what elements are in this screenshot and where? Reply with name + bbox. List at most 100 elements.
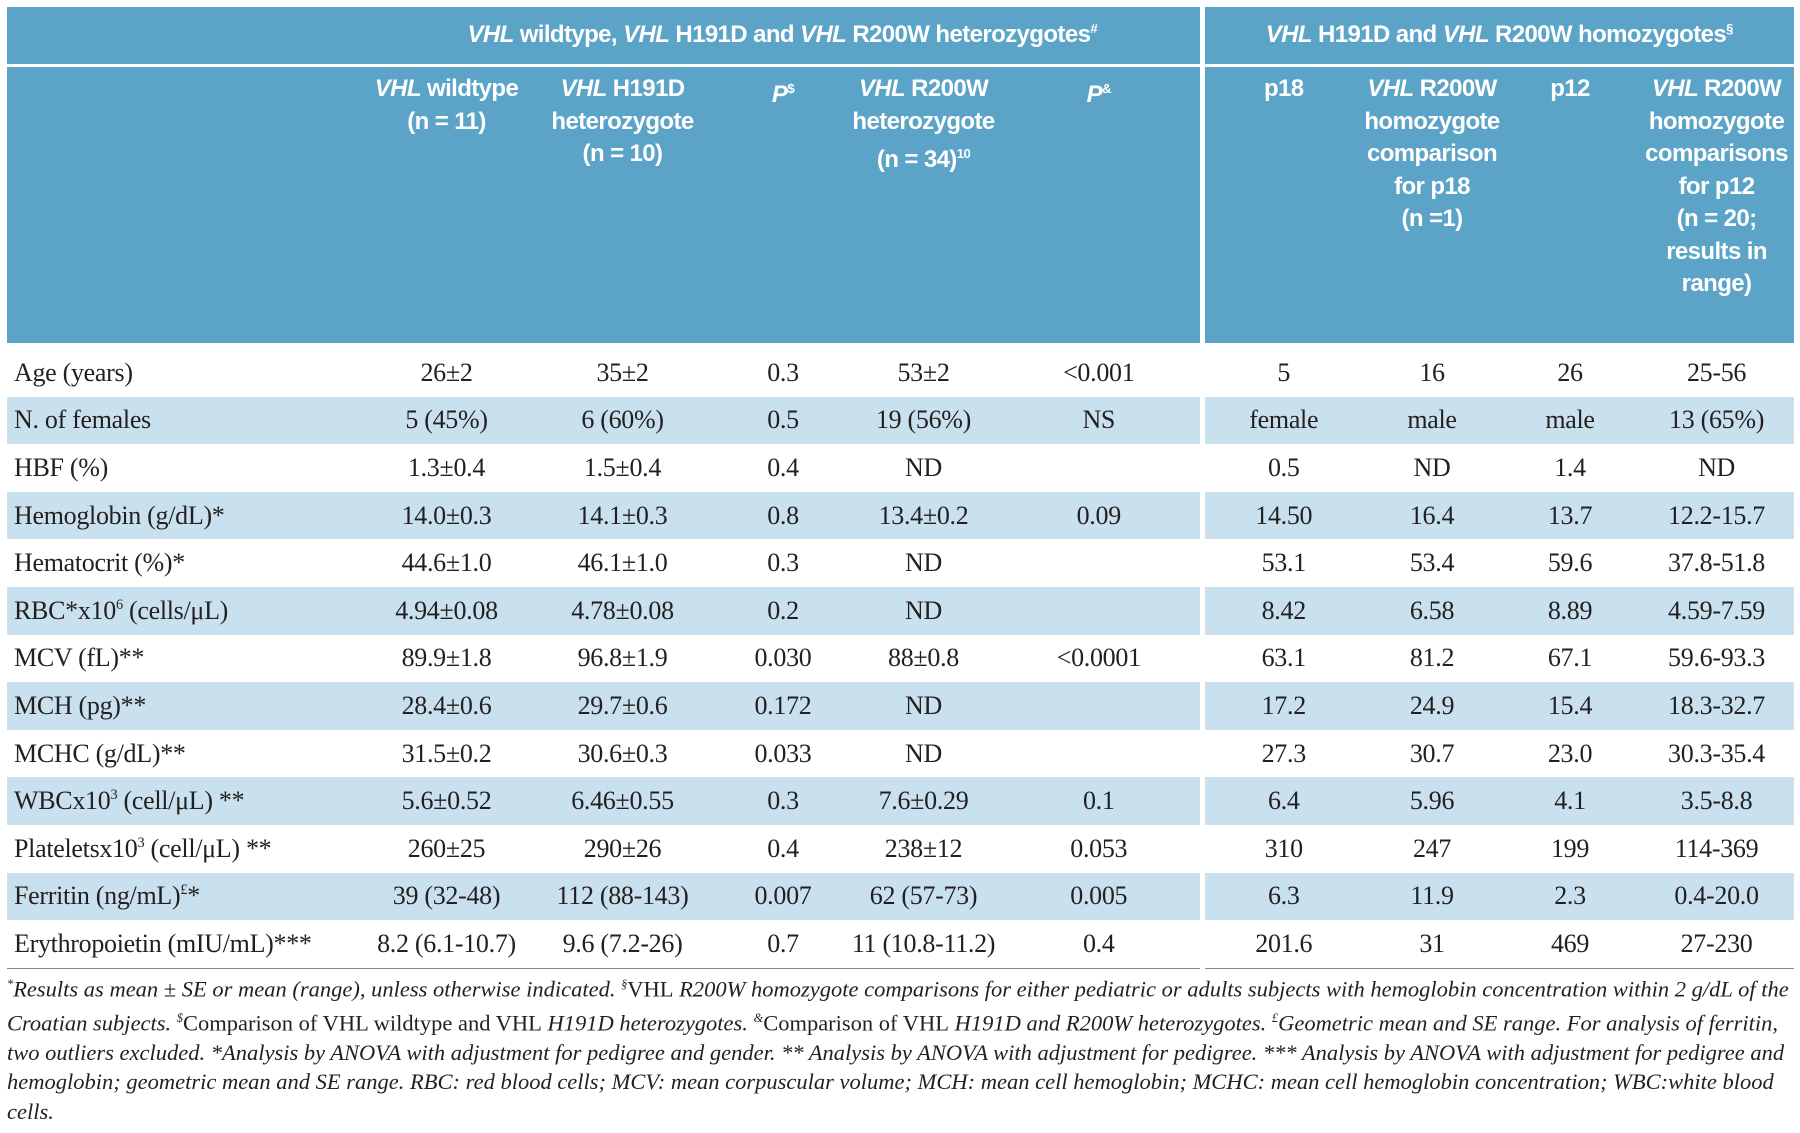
cell: 53.1 bbox=[1199, 539, 1364, 587]
text: 18.3-32.7 bbox=[1668, 690, 1766, 720]
cell: 9.6 (7.2-26) bbox=[528, 920, 717, 969]
text: R200W homozygote comparisons for either … bbox=[7, 976, 1789, 1036]
text: 112 (88-143) bbox=[556, 881, 689, 911]
text: comparisons bbox=[1645, 140, 1788, 167]
cell: 4.94±0.08 bbox=[365, 586, 528, 635]
text: N. of females bbox=[14, 405, 151, 435]
text: p18 bbox=[1263, 75, 1304, 102]
text: 27.3 bbox=[1261, 738, 1307, 768]
text: * bbox=[7, 977, 14, 991]
text: 0.007 bbox=[754, 881, 812, 911]
row-label: WBCx103 (cell/μL) ** bbox=[7, 777, 365, 825]
text: 30.3-35.4 bbox=[1668, 738, 1766, 768]
text: 4.78±0.08 bbox=[571, 595, 674, 625]
cell: 30.3-35.4 bbox=[1639, 730, 1794, 778]
text: 23.0 bbox=[1547, 738, 1593, 768]
cell: 19 (56%) bbox=[849, 396, 998, 445]
cell: 8.42 bbox=[1199, 586, 1364, 635]
text: 310 bbox=[1264, 833, 1303, 863]
table-row: MCH (pg)** 28.4±0.6 29.7±0.6 0.172 ND 17.2 24.… bbox=[7, 682, 1795, 730]
cell: 14.0±0.3 bbox=[365, 491, 528, 540]
text: male bbox=[1407, 405, 1457, 435]
header-line: VHL H191D bbox=[528, 73, 717, 106]
text: 5.96 bbox=[1409, 786, 1455, 816]
cell: male bbox=[1363, 396, 1502, 445]
text: 14.50 bbox=[1255, 500, 1313, 530]
text: (cell/μL) ** bbox=[117, 786, 245, 816]
cell: 16.4 bbox=[1363, 491, 1502, 540]
text: HBF (%) bbox=[14, 452, 108, 482]
text: 114-369 bbox=[1674, 833, 1759, 863]
text: VHL bbox=[560, 75, 608, 102]
cell bbox=[998, 539, 1202, 587]
cell: ND bbox=[1363, 444, 1501, 492]
row-label: HBF (%) bbox=[7, 444, 365, 492]
cell: 0.1 bbox=[998, 777, 1203, 825]
table-row: WBCx103 (cell/μL) ** 5.6±0.52 6.46±0.55 0.3… bbox=[7, 777, 1795, 825]
cell: 0.09 bbox=[998, 491, 1203, 540]
cell: 6.46±0.55 bbox=[528, 777, 717, 825]
column-header: VHL R200W homozygote comparison for p18 (n =… bbox=[1363, 65, 1502, 343]
text: 0.053 bbox=[1070, 833, 1128, 863]
cell: 5.96 bbox=[1363, 777, 1502, 825]
text: Comparison of VHL bbox=[763, 1010, 950, 1036]
cell: ND bbox=[849, 586, 998, 635]
text: ND bbox=[905, 690, 942, 720]
text: Comparison of VHL wildtype and VHL bbox=[182, 1010, 542, 1036]
text: 1.5±0.4 bbox=[583, 452, 662, 482]
text: $ bbox=[176, 1010, 183, 1025]
cell: 16 bbox=[1363, 349, 1501, 397]
text: 469 bbox=[1550, 928, 1590, 958]
table-wrap: VHL wildtype, VHL H191D and VHL R200W he… bbox=[7, 7, 1795, 969]
text: 12.2-15.7 bbox=[1668, 500, 1766, 530]
text: male bbox=[1545, 405, 1595, 435]
header-line: (n = 20; bbox=[1639, 203, 1794, 236]
text: 0.005 bbox=[1070, 881, 1128, 911]
text: (n = 34) bbox=[876, 146, 958, 174]
text: 0.4-20.0 bbox=[1674, 881, 1759, 911]
text: 10 bbox=[956, 146, 971, 161]
cell: 14.1±0.3 bbox=[528, 491, 717, 540]
text: 67.1 bbox=[1547, 643, 1593, 673]
text: § bbox=[1726, 21, 1733, 37]
text: 96.8±1.9 bbox=[577, 643, 668, 673]
text: 247 bbox=[1412, 833, 1452, 863]
text: Results as mean ± SE or mean (range), un… bbox=[13, 976, 622, 1002]
text: 59.6 bbox=[1547, 548, 1593, 578]
cell: <0.001 bbox=[998, 349, 1202, 397]
cell: 112 (88-143) bbox=[528, 872, 717, 921]
text: Age (years) bbox=[14, 357, 133, 387]
text: 1.4 bbox=[1554, 452, 1586, 482]
cell bbox=[998, 730, 1202, 778]
cell: 1.3±0.4 bbox=[365, 444, 528, 492]
text: & bbox=[1102, 81, 1112, 96]
cell: 0.030 bbox=[717, 635, 849, 683]
cell: 0.5 bbox=[1199, 444, 1364, 492]
column-header: p12 bbox=[1501, 65, 1640, 343]
cell: 290±26 bbox=[528, 825, 717, 873]
text: ND bbox=[1698, 452, 1736, 482]
text: ND bbox=[905, 452, 942, 482]
text: wildtype, bbox=[513, 21, 624, 49]
cell: 13 (65%) bbox=[1639, 396, 1795, 445]
column-header: VHL R200W heterozygote (n = 34)10 bbox=[849, 65, 998, 343]
text: VHL bbox=[1442, 21, 1490, 49]
text: H191D bbox=[606, 75, 685, 102]
cell: 12.2-15.7 bbox=[1639, 491, 1795, 540]
header-line: VHL wildtype bbox=[365, 73, 528, 106]
cell: 28.4±0.6 bbox=[365, 682, 528, 730]
text: 13.4±0.2 bbox=[878, 500, 969, 530]
cell: 2.3 bbox=[1501, 872, 1640, 921]
text: 81.2 bbox=[1409, 643, 1455, 673]
text: results in bbox=[1666, 237, 1767, 265]
text: heterozygote bbox=[852, 107, 995, 135]
text: 6.4 bbox=[1267, 786, 1300, 816]
cell: 53±2 bbox=[849, 349, 998, 397]
text: 30.7 bbox=[1409, 738, 1455, 768]
cell: 27.3 bbox=[1199, 729, 1364, 778]
text: 260±25 bbox=[407, 833, 486, 863]
text: * bbox=[187, 881, 200, 911]
header-line: (n = 11) bbox=[365, 106, 528, 139]
cell: 39 (32-48) bbox=[365, 872, 528, 921]
header-line: P$ bbox=[717, 73, 849, 112]
